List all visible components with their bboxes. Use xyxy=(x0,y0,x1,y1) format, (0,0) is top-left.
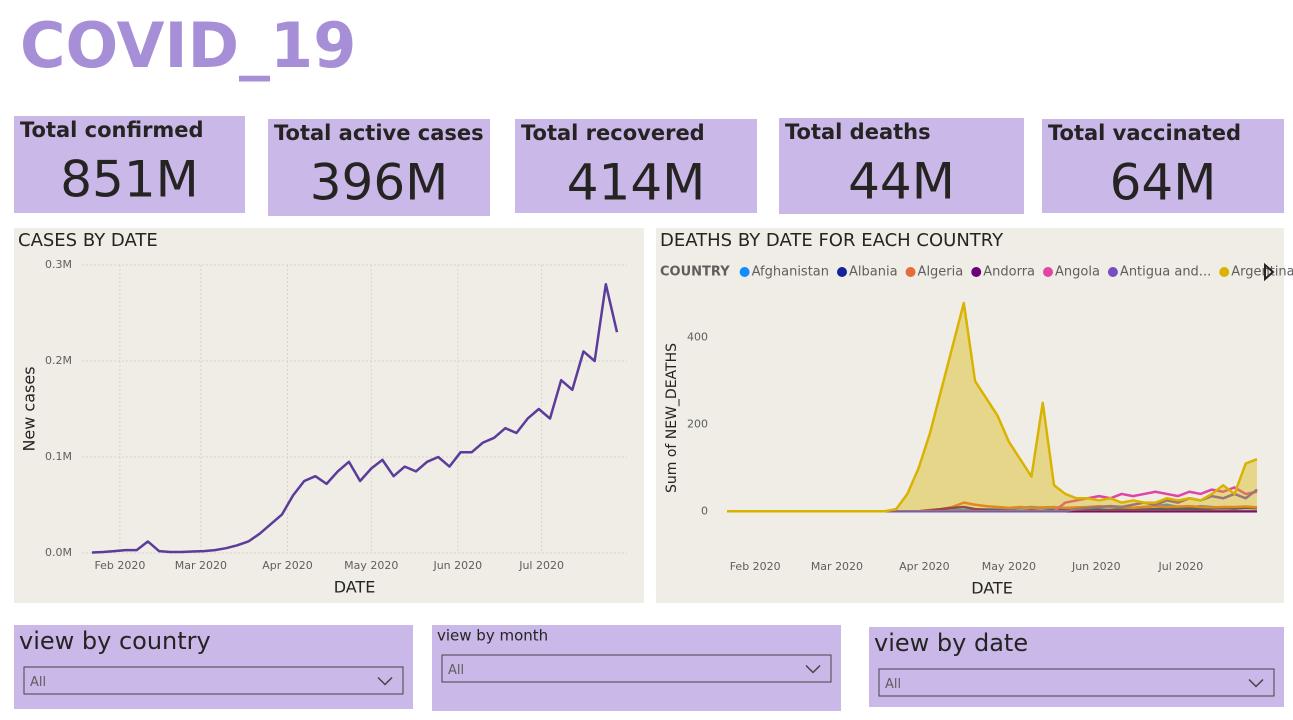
x-axis-label: DATE xyxy=(971,579,1013,598)
x-tick-label: Mar 2020 xyxy=(811,560,863,573)
y-tick-label: 0.3M xyxy=(45,258,72,271)
legend-swatch xyxy=(837,267,847,277)
y-tick-label: 0.0M xyxy=(45,546,72,559)
slicer-value: All xyxy=(448,663,464,678)
chart-title: CASES BY DATE xyxy=(18,230,158,251)
slicer-dropdown[interactable] xyxy=(878,668,1275,697)
legend-next-arrow[interactable] xyxy=(1264,262,1275,282)
legend-swatch xyxy=(971,267,982,277)
y-axis-label: New cases xyxy=(20,366,39,451)
kpi-value: 414M xyxy=(567,154,706,212)
kpi-label: Total confirmed xyxy=(20,118,204,142)
x-tick-label: Jul 2020 xyxy=(518,559,564,572)
legend-entry: Argentina xyxy=(1231,265,1293,280)
legend-swatch xyxy=(1107,267,1118,277)
kpi-label: Total active cases xyxy=(274,121,484,145)
kpi-card xyxy=(1042,119,1284,213)
chart-title: DEATHS BY DATE FOR EACH COUNTRY xyxy=(660,230,1004,251)
legend-entry: Algeria xyxy=(918,265,964,280)
chart-panel xyxy=(14,228,644,603)
y-tick-label: 0.1M xyxy=(45,450,72,463)
kpi-card xyxy=(515,119,757,213)
dropdown-chevron xyxy=(377,676,393,686)
series-line xyxy=(91,282,619,554)
x-tick-label: May 2020 xyxy=(982,560,1036,573)
y-tick-label: 0 xyxy=(701,504,708,517)
legend-swatch xyxy=(739,267,750,277)
kpi-value: 44M xyxy=(848,153,955,211)
x-axis-label: DATE xyxy=(334,578,376,597)
kpi-value: 64M xyxy=(1110,154,1217,212)
slicer-value: All xyxy=(885,677,901,692)
series-line xyxy=(727,301,1258,513)
legend-entry: Angola xyxy=(1055,265,1100,280)
legend-swatch xyxy=(905,267,916,277)
legend-entry: Antigua and... xyxy=(1120,265,1211,280)
x-tick-label: Jun 2020 xyxy=(1071,560,1121,573)
dropdown-chevron xyxy=(805,664,821,674)
legend-entry: Afghanistan xyxy=(752,265,829,280)
slicer-dropdown[interactable] xyxy=(441,654,832,683)
kpi-card xyxy=(14,116,245,213)
kpi-card xyxy=(779,118,1024,214)
slicer-label: view by month xyxy=(437,627,548,645)
chart-panel xyxy=(656,228,1284,603)
series-area xyxy=(727,303,1257,512)
legend-swatch xyxy=(1219,267,1230,277)
x-tick-label: May 2020 xyxy=(344,559,398,572)
y-tick-label: 200 xyxy=(687,418,708,431)
slicer-label: view by date xyxy=(874,629,1028,657)
y-tick-label: 0.2M xyxy=(45,354,72,367)
x-tick-label: Jul 2020 xyxy=(1158,560,1204,573)
x-tick-label: Apr 2020 xyxy=(262,559,313,572)
kpi-card xyxy=(268,119,490,216)
x-tick-label: Mar 2020 xyxy=(175,559,227,572)
kpi-label: Total recovered xyxy=(521,121,705,145)
x-tick-label: Feb 2020 xyxy=(94,559,145,572)
x-tick-label: Feb 2020 xyxy=(730,560,781,573)
x-tick-label: Jun 2020 xyxy=(432,559,482,572)
x-tick-label: Apr 2020 xyxy=(899,560,950,573)
legend-entry: Albania xyxy=(849,265,898,280)
kpi-label: Total deaths xyxy=(785,120,931,144)
legend-title: COUNTRY xyxy=(660,265,730,280)
y-axis-label: Sum of NEW_DEATHS xyxy=(664,343,680,493)
y-tick-label: 400 xyxy=(687,331,708,344)
kpi-value: 851M xyxy=(60,151,199,209)
slicer-label: view by country xyxy=(19,627,211,655)
slicer-value: All xyxy=(30,675,46,690)
legend-entry: Andorra xyxy=(983,265,1035,280)
kpi-value: 396M xyxy=(310,154,449,212)
page-title: COVID_19 xyxy=(20,9,356,82)
kpi-label: Total vaccinated xyxy=(1048,121,1241,145)
slicer-dropdown[interactable] xyxy=(23,666,404,695)
dropdown-chevron xyxy=(1248,678,1264,688)
legend-swatch xyxy=(1043,267,1053,277)
